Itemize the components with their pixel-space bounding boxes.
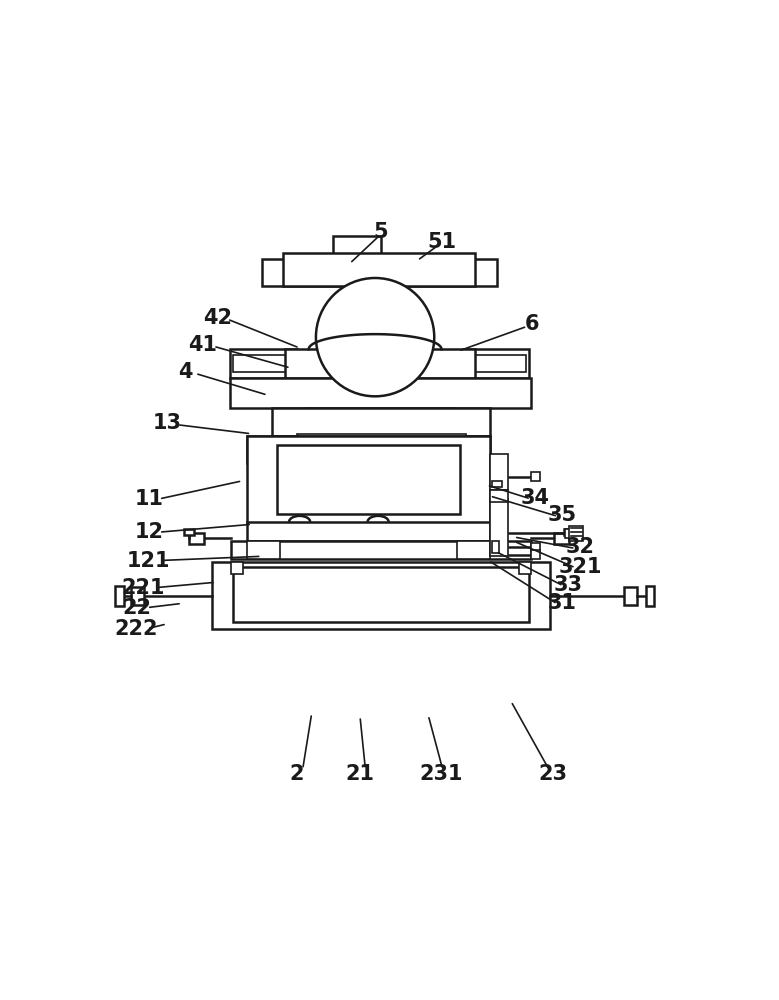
Bar <box>131 587 144 605</box>
Bar <box>115 586 124 606</box>
Text: 42: 42 <box>203 308 233 328</box>
Bar <box>273 408 490 436</box>
Text: 6: 6 <box>525 314 539 334</box>
Bar <box>531 543 540 551</box>
Bar <box>646 586 654 606</box>
Text: 21: 21 <box>346 764 375 784</box>
Text: 231: 231 <box>420 764 464 784</box>
Bar <box>247 436 490 463</box>
Bar <box>262 259 497 286</box>
Bar <box>463 349 529 378</box>
Text: 5: 5 <box>374 222 389 242</box>
Text: 32: 32 <box>566 537 595 557</box>
Bar <box>624 587 637 605</box>
Bar <box>466 355 526 372</box>
Bar <box>231 349 297 378</box>
Bar <box>231 378 530 408</box>
Bar <box>189 533 203 544</box>
Bar <box>231 562 244 574</box>
Bar <box>565 529 574 538</box>
Bar <box>247 541 280 559</box>
Bar <box>564 529 573 535</box>
Text: 121: 121 <box>127 551 171 571</box>
Bar <box>531 550 540 559</box>
Bar <box>185 529 194 535</box>
Bar <box>233 567 529 622</box>
Bar <box>284 253 475 286</box>
Bar <box>490 454 508 490</box>
Text: 22: 22 <box>122 598 151 618</box>
Bar <box>212 562 550 629</box>
Bar <box>569 526 583 541</box>
Text: 35: 35 <box>548 505 576 525</box>
Bar <box>492 541 499 553</box>
Bar <box>333 236 381 260</box>
Text: 2: 2 <box>289 764 304 784</box>
Bar <box>233 355 294 372</box>
Bar <box>456 541 490 559</box>
Bar <box>284 349 474 378</box>
Bar <box>490 499 508 556</box>
Text: 23: 23 <box>539 764 568 784</box>
Ellipse shape <box>316 278 434 396</box>
Bar <box>277 445 460 514</box>
Bar <box>492 481 502 487</box>
Text: 4: 4 <box>178 362 192 382</box>
Text: 11: 11 <box>134 489 163 509</box>
Bar <box>247 436 490 523</box>
Text: 51: 51 <box>427 232 456 252</box>
Text: 222: 222 <box>115 619 158 639</box>
Bar <box>555 533 569 544</box>
Bar <box>531 472 540 481</box>
Text: 13: 13 <box>153 413 182 433</box>
Bar <box>297 434 466 442</box>
Bar <box>247 522 490 541</box>
Text: 33: 33 <box>554 575 583 595</box>
Bar <box>519 562 530 574</box>
Text: 321: 321 <box>559 557 602 577</box>
Bar <box>305 408 456 414</box>
Bar <box>490 490 508 502</box>
Text: 31: 31 <box>548 593 576 613</box>
Text: 41: 41 <box>189 335 217 355</box>
Bar <box>231 541 530 559</box>
Text: 34: 34 <box>520 488 549 508</box>
Text: 12: 12 <box>134 522 163 542</box>
Text: 221: 221 <box>121 578 164 598</box>
